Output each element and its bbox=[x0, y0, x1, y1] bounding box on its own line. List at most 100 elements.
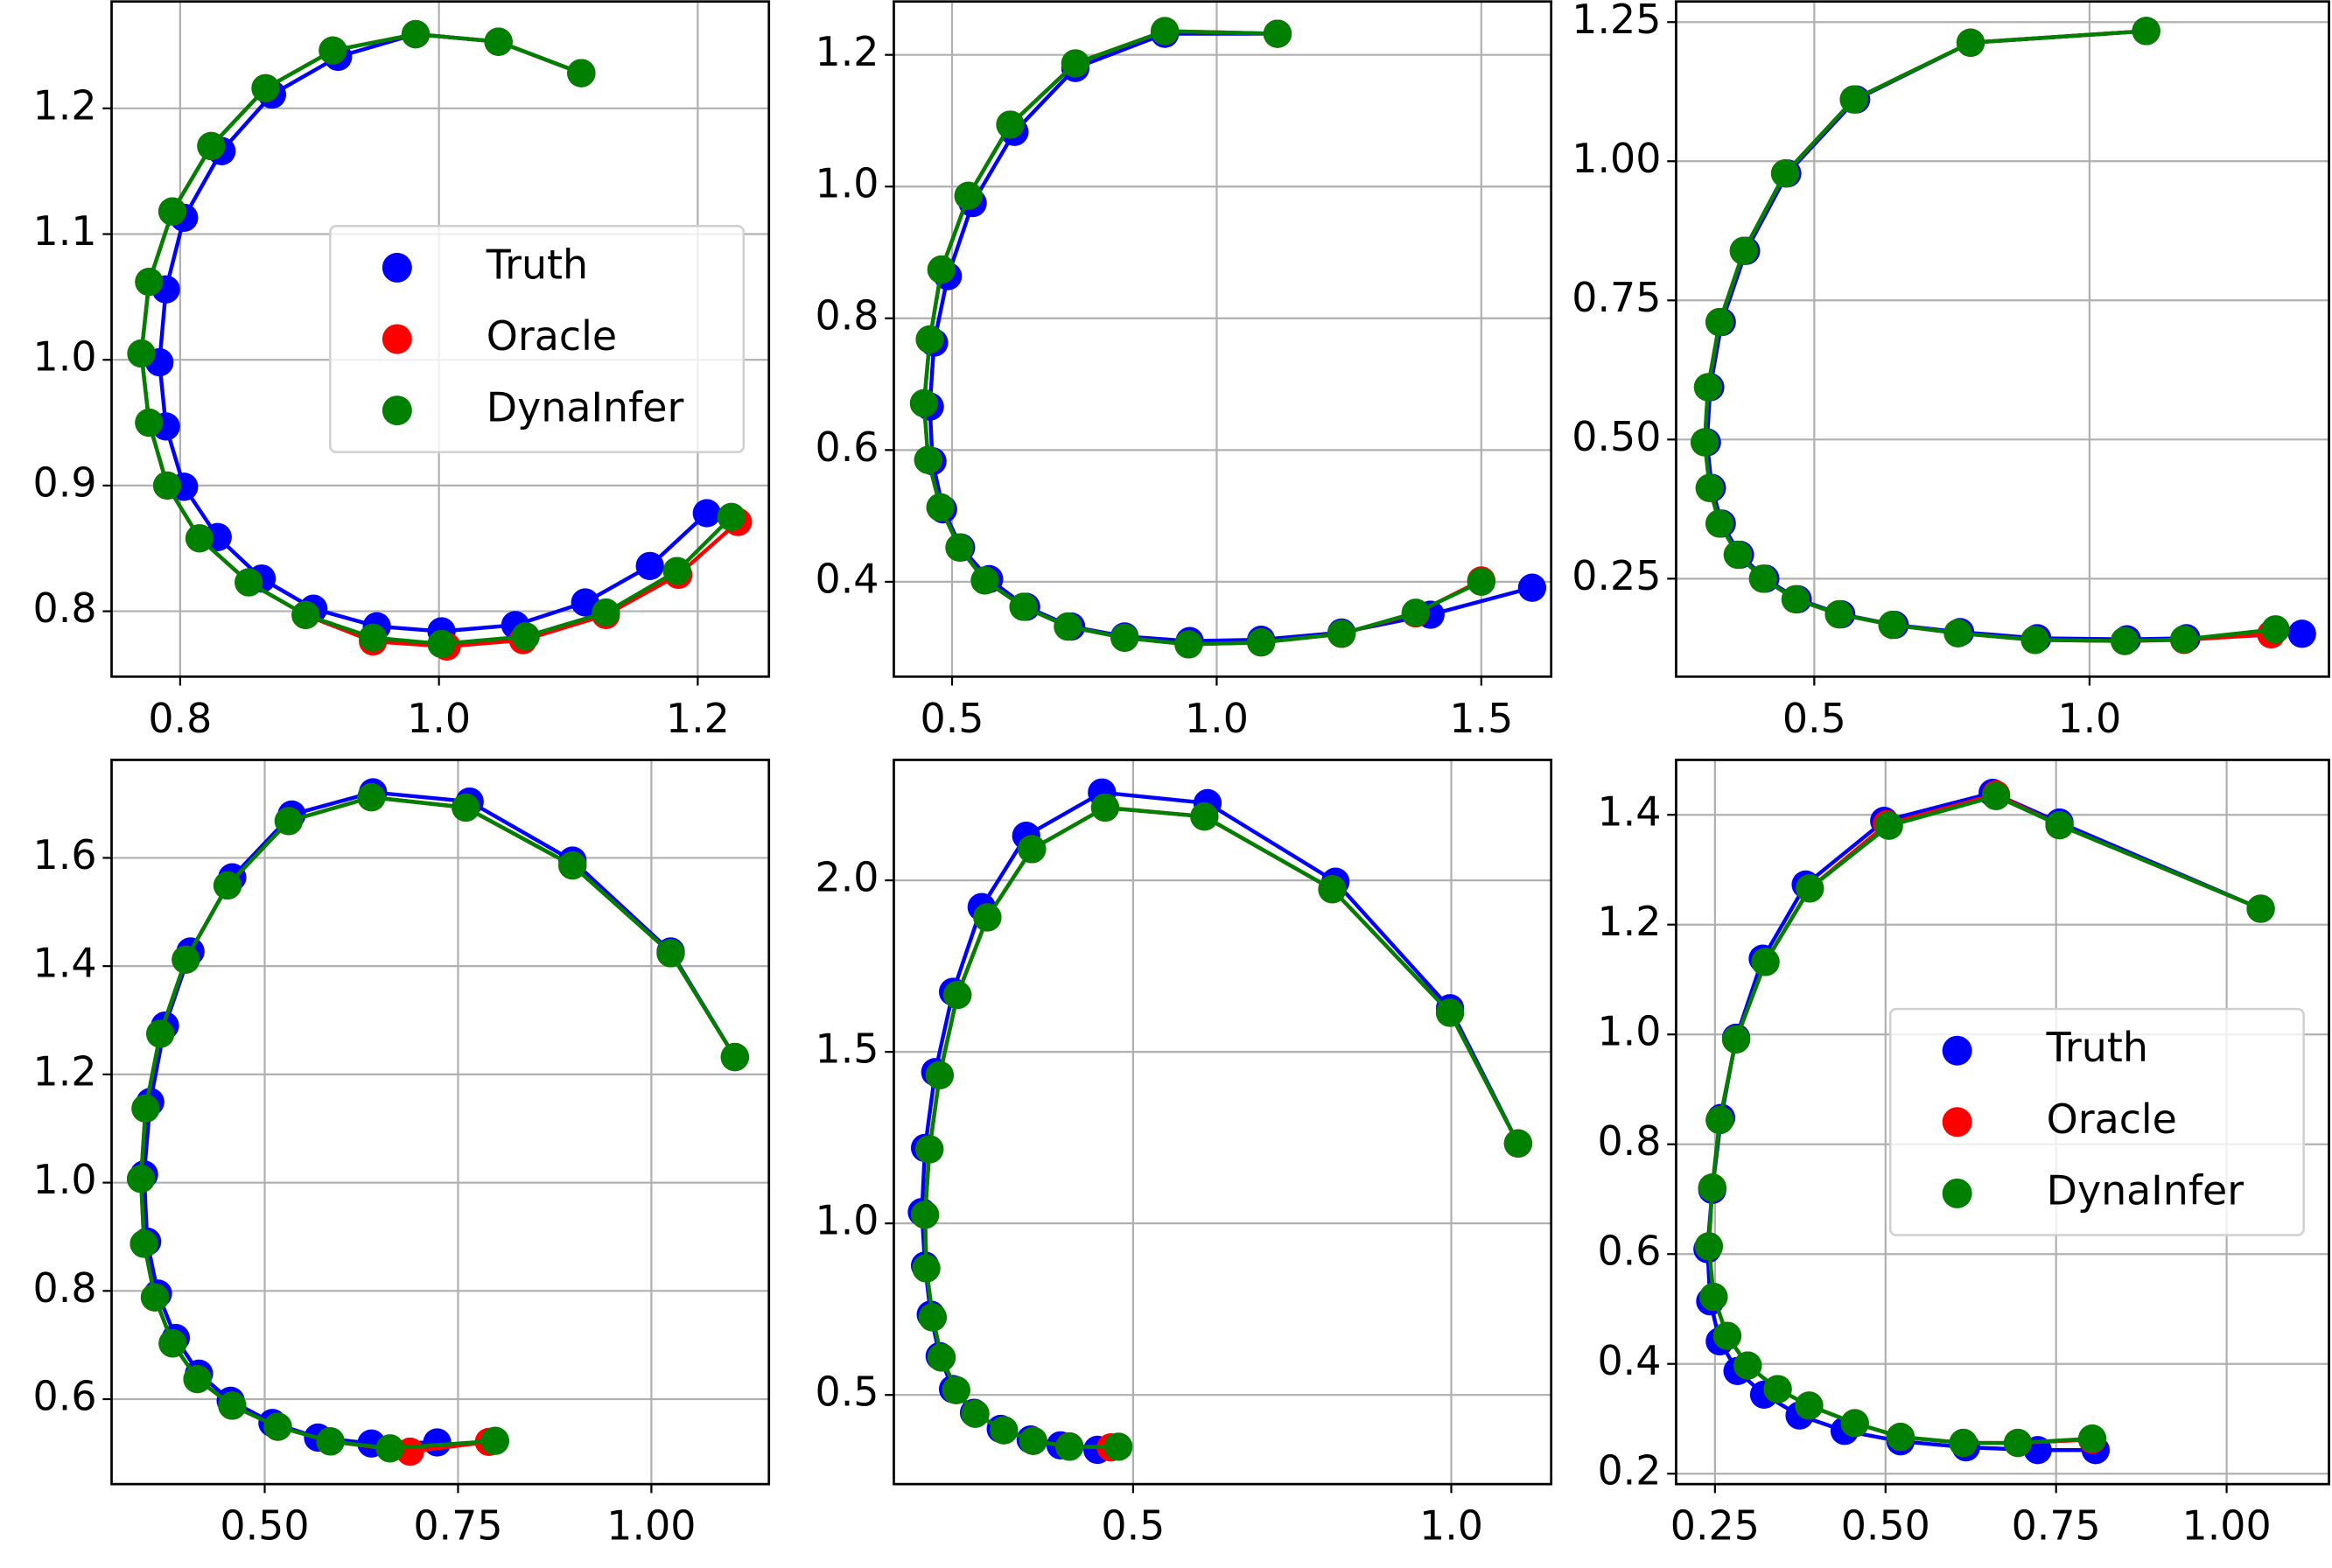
point bbox=[1705, 307, 1734, 337]
x-tick-label: 1.0 bbox=[1185, 695, 1249, 742]
point bbox=[131, 1094, 160, 1123]
point bbox=[480, 1426, 510, 1455]
x-tick-label: 0.50 bbox=[220, 1502, 309, 1550]
point bbox=[943, 980, 972, 1010]
y-tick-label: 1.5 bbox=[816, 1026, 879, 1073]
y-tick-label: 0.4 bbox=[816, 555, 879, 602]
point bbox=[1878, 610, 1907, 640]
y-tick-label: 0.8 bbox=[33, 584, 97, 632]
point bbox=[1061, 49, 1090, 78]
point bbox=[662, 556, 691, 585]
axes-frame bbox=[893, 0, 1553, 678]
point bbox=[1054, 612, 1082, 641]
y-tick-label: 0.6 bbox=[816, 424, 879, 471]
y-tick-label: 1.2 bbox=[33, 1047, 97, 1095]
axes-frame bbox=[1675, 0, 2330, 678]
point bbox=[1886, 1423, 1915, 1452]
legend-marker bbox=[1942, 1178, 1972, 1208]
point bbox=[1174, 630, 1203, 659]
point bbox=[910, 1200, 940, 1229]
x-tick-label: 1.00 bbox=[2182, 1502, 2272, 1550]
point bbox=[1517, 573, 1547, 602]
point bbox=[213, 871, 242, 900]
legend-label: Truth bbox=[2046, 1024, 2148, 1071]
point bbox=[1705, 509, 1734, 538]
point bbox=[942, 1376, 970, 1404]
legend-label: DynaInfer bbox=[487, 384, 684, 431]
y-tick-label: 0.2 bbox=[1597, 1447, 1661, 1494]
point bbox=[1796, 874, 1824, 903]
point bbox=[1721, 1025, 1751, 1054]
point bbox=[1151, 17, 1180, 46]
point bbox=[319, 36, 347, 65]
series-line bbox=[920, 790, 1520, 1452]
point bbox=[926, 493, 955, 522]
point bbox=[127, 339, 156, 368]
point bbox=[1190, 802, 1219, 831]
point bbox=[692, 499, 721, 528]
y-tick-label: 1.2 bbox=[33, 81, 97, 129]
point bbox=[511, 622, 540, 651]
series-line bbox=[1702, 29, 2272, 643]
point bbox=[375, 1434, 404, 1463]
x-tick-label: 1.0 bbox=[2057, 695, 2121, 742]
point bbox=[1763, 1375, 1792, 1404]
point bbox=[1795, 1391, 1824, 1420]
point bbox=[146, 1019, 175, 1048]
point bbox=[918, 1303, 947, 1332]
point bbox=[1824, 599, 1853, 629]
y-tick-label: 1.25 bbox=[1572, 0, 1661, 43]
subplot: 0.50 0.75 1.00 0.6 0.8 1.0 1.2 1.4 1.6 bbox=[33, 759, 771, 1550]
x-tick-label: 0.75 bbox=[413, 1502, 502, 1550]
point bbox=[1019, 1426, 1047, 1455]
point bbox=[185, 524, 214, 553]
point bbox=[158, 197, 187, 226]
point bbox=[927, 255, 956, 284]
x-tick-label: 0.5 bbox=[1782, 695, 1846, 742]
point bbox=[945, 533, 974, 562]
point bbox=[915, 1135, 944, 1164]
y-tick-label: 0.8 bbox=[816, 291, 879, 339]
point bbox=[970, 566, 999, 595]
point bbox=[2169, 625, 2199, 654]
series-line bbox=[1705, 29, 2302, 641]
y-tick-label: 1.4 bbox=[33, 940, 97, 987]
point bbox=[452, 793, 480, 822]
point bbox=[1055, 1432, 1084, 1461]
point bbox=[316, 1427, 345, 1456]
y-tick-label: 0.25 bbox=[1572, 552, 1661, 599]
point bbox=[1009, 592, 1038, 621]
point bbox=[2003, 1428, 2033, 1458]
point bbox=[990, 1416, 1019, 1445]
point bbox=[1748, 564, 1777, 593]
point bbox=[274, 807, 304, 836]
point bbox=[263, 1412, 292, 1441]
point bbox=[2045, 810, 2074, 840]
axes-frame bbox=[1675, 759, 2330, 1486]
legend-marker bbox=[1942, 1035, 1972, 1066]
point bbox=[558, 850, 587, 880]
point bbox=[1263, 19, 1292, 48]
x-tick-label: 0.5 bbox=[921, 695, 984, 742]
point bbox=[1104, 1432, 1133, 1461]
y-tick-label: 0.6 bbox=[1597, 1228, 1661, 1275]
point bbox=[2132, 17, 2160, 46]
point bbox=[140, 1283, 170, 1312]
point bbox=[1327, 620, 1356, 648]
legend-marker bbox=[382, 252, 412, 283]
point bbox=[1943, 619, 1972, 648]
subplot: 0.5 1.0 0.25 0.50 0.75 1.00 1.25 bbox=[1572, 0, 2330, 742]
y-tick-label: 0.8 bbox=[1597, 1117, 1661, 1165]
point bbox=[635, 551, 664, 580]
point bbox=[135, 408, 164, 438]
point bbox=[961, 1399, 990, 1428]
point bbox=[2020, 626, 2049, 654]
point bbox=[126, 1165, 156, 1194]
point bbox=[717, 502, 746, 531]
x-tick-label: 0.8 bbox=[148, 695, 212, 742]
legend-marker bbox=[382, 324, 412, 354]
point bbox=[1691, 428, 1719, 457]
y-tick-label: 1.4 bbox=[1597, 788, 1661, 836]
